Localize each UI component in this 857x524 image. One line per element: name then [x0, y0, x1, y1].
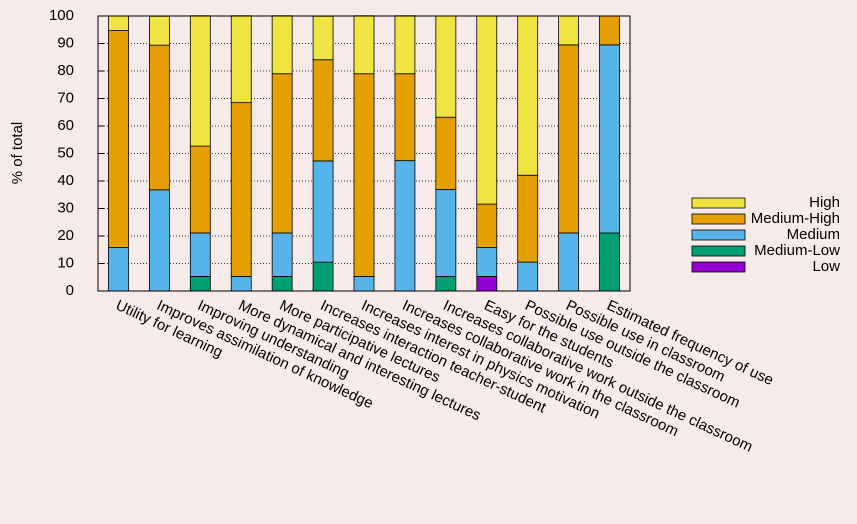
legend-swatch [691, 197, 746, 209]
legend-label: Low [812, 258, 840, 275]
bar-segment [558, 232, 580, 292]
bar-segment [271, 73, 293, 234]
bar-segment [189, 232, 211, 277]
bar-segment [189, 276, 211, 292]
y-tick-label: 10 [57, 254, 74, 271]
bar-segment [312, 160, 334, 263]
bar-segment [353, 276, 375, 292]
bar-segment [394, 73, 416, 162]
y-tick-label: 100 [49, 7, 74, 24]
y-tick-label: 60 [57, 117, 74, 134]
bar-segment [435, 15, 457, 118]
bar-segment [517, 15, 539, 176]
bar-segment [558, 44, 580, 234]
y-tick-label: 70 [57, 89, 74, 106]
bar-segment [517, 261, 539, 292]
y-tick-label: 80 [57, 62, 74, 79]
bar-segment [435, 189, 457, 277]
legend-swatch [691, 245, 746, 257]
bar-segment [353, 15, 375, 75]
bar-segment [476, 247, 498, 277]
legend-swatch [691, 229, 746, 241]
legend-label: Medium-High [751, 210, 840, 227]
bar-segment [476, 276, 498, 292]
bar-segment [476, 15, 498, 205]
bar-segment [108, 247, 129, 292]
bar-segment [476, 203, 498, 248]
bar-segment [189, 15, 211, 147]
y-tick-label: 30 [57, 199, 74, 216]
y-axis-label: % of total [9, 122, 26, 185]
bar-segment [599, 232, 620, 292]
bar-segment [435, 116, 457, 190]
bar-segment [230, 102, 252, 277]
plot-frame [97, 15, 631, 292]
y-tick-label: 40 [57, 172, 74, 189]
bar-segment [148, 189, 170, 292]
bar-segment [599, 44, 620, 234]
bar-segment [148, 44, 170, 191]
bar-segment [271, 276, 293, 292]
bar-segment [517, 174, 539, 263]
bar-segment [108, 30, 129, 248]
bar-segment [394, 160, 416, 292]
bar-segment [108, 15, 129, 31]
legend-swatch [691, 213, 746, 225]
bar-segment [312, 59, 334, 162]
bar-segment [230, 15, 252, 104]
bar-segment [148, 15, 170, 46]
bar-segment [312, 15, 334, 61]
bar-segment [271, 232, 293, 277]
y-tick-label: 90 [57, 34, 74, 51]
y-tick-label: 50 [57, 144, 74, 161]
y-tick-label: 20 [57, 227, 74, 244]
bar-segment [599, 15, 620, 46]
bar-segment [189, 145, 211, 234]
bar-segment [353, 73, 375, 277]
bar-segment [271, 15, 293, 75]
legend-label: Medium-Low [754, 242, 840, 259]
bar-segment [312, 261, 334, 292]
legend-label: High [809, 194, 840, 211]
bar-segment [435, 276, 457, 292]
legend-label: Medium [787, 226, 840, 243]
y-tick-label: 0 [66, 282, 74, 299]
bar-segment [230, 276, 252, 292]
legend-swatch [691, 261, 746, 273]
bar-segment [394, 15, 416, 75]
bar-segment [558, 15, 580, 46]
